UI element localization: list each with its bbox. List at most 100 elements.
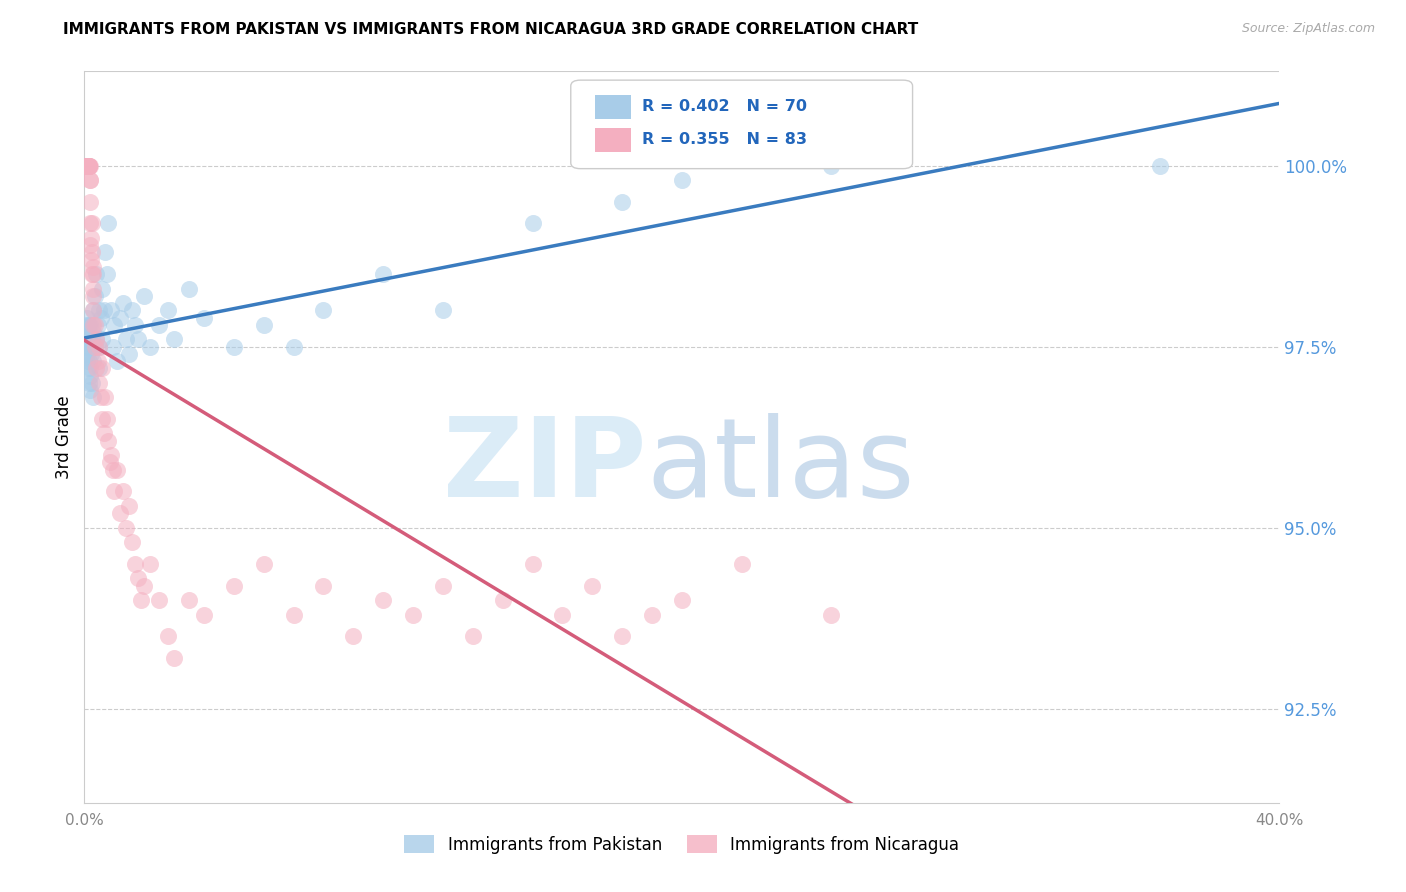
Point <box>94 390 117 404</box>
Bar <box>595 95 630 119</box>
Point <box>402 607 425 622</box>
Point <box>105 463 128 477</box>
Point <box>581 578 603 592</box>
Point <box>118 499 141 513</box>
Point <box>79 216 101 230</box>
Point <box>222 578 245 592</box>
Point <box>100 448 122 462</box>
Point <box>76 159 98 173</box>
Point <box>671 593 693 607</box>
Point <box>731 557 754 571</box>
Point <box>124 557 146 571</box>
Point <box>89 303 111 318</box>
Point <box>79 173 101 187</box>
Point <box>76 347 98 361</box>
Point <box>76 159 98 173</box>
Point <box>127 571 149 585</box>
Point <box>77 159 100 173</box>
Point <box>76 159 98 173</box>
Point <box>77 340 100 354</box>
Point <box>373 593 395 607</box>
Point <box>105 354 128 368</box>
Point <box>90 390 112 404</box>
Bar <box>595 128 630 152</box>
Point <box>222 340 245 354</box>
Point <box>79 238 101 252</box>
Point <box>820 607 842 622</box>
Point <box>641 607 664 622</box>
Point <box>177 593 200 607</box>
Point <box>83 289 105 303</box>
Point <box>82 318 104 332</box>
Point <box>163 332 186 346</box>
Point <box>91 332 114 346</box>
Point <box>127 332 149 346</box>
Point <box>89 340 111 354</box>
Point <box>373 267 395 281</box>
Point <box>86 332 108 346</box>
Point <box>80 245 103 260</box>
Point <box>89 361 111 376</box>
Point <box>80 267 103 281</box>
FancyBboxPatch shape <box>571 80 912 169</box>
Point <box>77 376 100 390</box>
Point <box>86 361 108 376</box>
Point <box>91 361 114 376</box>
Point <box>79 194 101 209</box>
Point <box>76 325 98 339</box>
Point <box>82 282 104 296</box>
Point <box>89 340 111 354</box>
Point <box>612 194 634 209</box>
Point <box>82 267 104 281</box>
Point <box>820 159 842 173</box>
Point <box>671 173 693 187</box>
Point <box>94 245 117 260</box>
Point <box>97 434 120 448</box>
Point <box>253 318 276 332</box>
Point <box>77 159 100 173</box>
Point <box>79 383 101 397</box>
Point <box>77 159 100 173</box>
Point <box>76 310 98 325</box>
Point <box>77 361 100 376</box>
Point <box>76 340 98 354</box>
Point <box>82 354 104 368</box>
Point <box>551 607 574 622</box>
Point <box>110 506 132 520</box>
Point <box>93 426 115 441</box>
Point <box>79 173 101 187</box>
Point <box>148 318 170 332</box>
Point <box>83 340 105 354</box>
Point <box>177 282 200 296</box>
Point <box>193 607 215 622</box>
Point <box>82 390 104 404</box>
Point <box>100 303 122 318</box>
Point <box>101 340 124 354</box>
Point <box>82 303 104 318</box>
Point <box>79 318 101 332</box>
Point <box>96 412 118 426</box>
Text: Source: ZipAtlas.com: Source: ZipAtlas.com <box>1241 22 1375 36</box>
Point <box>77 159 100 173</box>
Point <box>522 557 544 571</box>
Point <box>86 267 108 281</box>
Point <box>432 303 454 318</box>
Point <box>76 354 98 368</box>
Point <box>103 318 125 332</box>
Point <box>1149 159 1171 173</box>
Point <box>112 484 135 499</box>
Point <box>312 578 335 592</box>
Point <box>98 455 121 469</box>
Point <box>75 159 97 173</box>
Point <box>96 267 118 281</box>
Point <box>77 159 100 173</box>
Point <box>97 216 120 230</box>
Point <box>79 159 101 173</box>
Point <box>139 340 162 354</box>
Point <box>132 578 156 592</box>
Point <box>193 310 215 325</box>
Point <box>80 252 103 267</box>
Legend: Immigrants from Pakistan, Immigrants from Nicaragua: Immigrants from Pakistan, Immigrants fro… <box>398 829 966 860</box>
Point <box>76 159 98 173</box>
Point <box>80 347 103 361</box>
